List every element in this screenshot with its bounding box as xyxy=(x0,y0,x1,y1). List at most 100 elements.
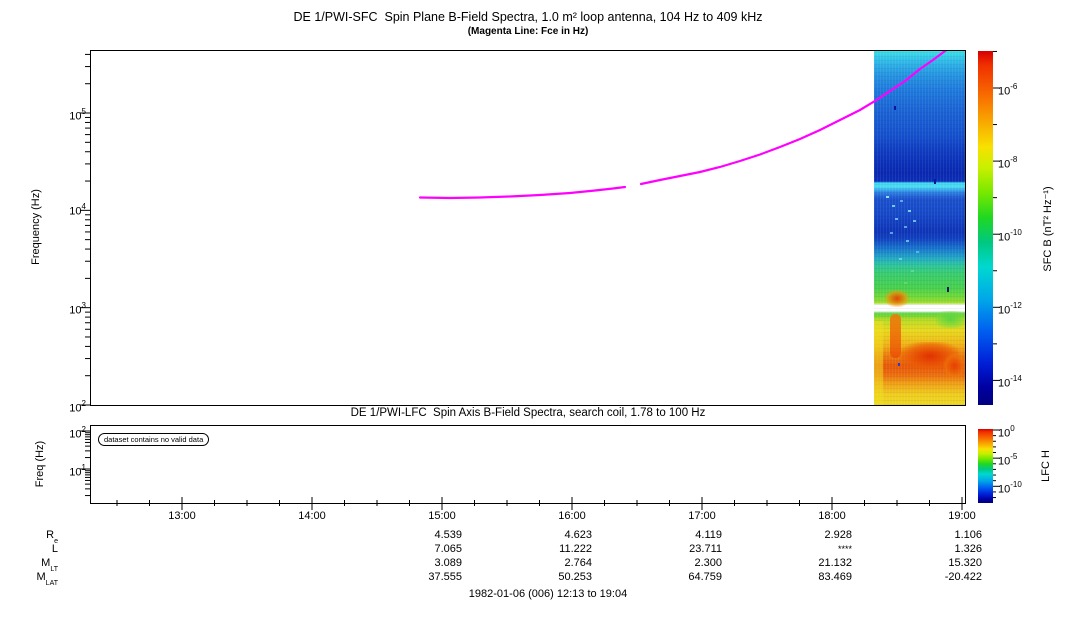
tick-exp: -12 xyxy=(1010,301,1022,310)
tick-exp: -5 xyxy=(1010,452,1018,461)
lfc-y-tick-1e1: 101 xyxy=(40,461,86,479)
tick-base: 10 xyxy=(69,428,82,441)
ephemeris-value: 23.711 xyxy=(689,543,722,555)
sfc-y-axis-label: Frequency (Hz) xyxy=(30,189,42,265)
lfc-colorbar-label: LFC H xyxy=(1040,450,1052,482)
tick-exp: 5 xyxy=(81,107,86,116)
lfc-panel-title: DE 1/PWI-LFC Spin Axis B-Field Spectra, … xyxy=(350,407,706,419)
row-label-main: R xyxy=(46,529,55,541)
tick-exp: -14 xyxy=(1010,374,1022,383)
tick-exp: 2 xyxy=(81,399,86,408)
spectrogram-orange-streak xyxy=(890,314,901,358)
spectrogram-blue-speck xyxy=(898,363,900,366)
ephemeris-value: 4.623 xyxy=(564,529,592,541)
tick-exp: 4 xyxy=(81,202,86,211)
ephemeris-value: -20.422 xyxy=(944,571,982,583)
figure-subtitle: (Magenta Line: Fce in Hz) xyxy=(467,26,589,37)
lfc-plot-area: dataset contains no valid data xyxy=(90,425,966,504)
sfc-cb-tick-1e-12: 10-12 xyxy=(998,299,1058,317)
ephemeris-row-label-re: Re xyxy=(8,529,58,546)
ephemeris-value: 2.764 xyxy=(564,557,592,569)
ephemeris-value: 1.326 xyxy=(954,543,982,555)
lfc-cb-tick-1e-5: 10-5 xyxy=(998,450,1058,468)
tick-base: 10 xyxy=(998,455,1011,468)
tick-base: 10 xyxy=(998,377,1011,390)
ephemeris-value: 21.132 xyxy=(818,557,852,569)
spectrogram-dark-speck-2 xyxy=(934,179,936,184)
date-range-footer: 1982-01-06 (006) 12:13 to 19:04 xyxy=(468,588,628,600)
spectrogram-cyan-speckles xyxy=(886,196,889,198)
ephemeris-row-label-l: L xyxy=(8,543,58,556)
spectrogram-dark-speck-3 xyxy=(947,287,949,292)
ephemeris-value: 83.469 xyxy=(818,571,852,583)
tick-exp: 0 xyxy=(1010,424,1015,433)
sfc-cb-tick-1e-14: 10-14 xyxy=(998,372,1058,390)
sfc-colorbar xyxy=(978,51,993,405)
tick-exp: 2 xyxy=(81,425,86,434)
tick-base: 10 xyxy=(998,231,1011,244)
tick-exp: 3 xyxy=(81,301,86,310)
row-label-sub: e xyxy=(54,538,58,546)
sfc-y-tick-1e3: 103 xyxy=(40,299,86,317)
no-data-message-box: dataset contains no valid data xyxy=(98,433,210,446)
sfc-y-tick-1e2: 102 xyxy=(40,397,86,415)
ephemeris-value: 3.089 xyxy=(434,557,462,569)
sfc-y-tick-1e4: 104 xyxy=(40,200,86,218)
ephemeris-row-label-mlat: MLAT xyxy=(8,571,59,588)
ephemeris-row-label-mlt: MLT xyxy=(8,557,58,574)
tick-exp: 1 xyxy=(81,463,86,472)
time-label-1500: 15:00 xyxy=(428,510,456,522)
sfc-cb-tick-1e-8: 10-8 xyxy=(998,153,1058,171)
row-label-main: L xyxy=(51,543,58,555)
lfc-cb-tick-1e0: 100 xyxy=(998,422,1058,440)
sfc-cb-tick-1e-10: 10-10 xyxy=(998,226,1058,244)
spectrogram-red-right xyxy=(944,354,965,378)
sfc-y-tick-1e5: 105 xyxy=(40,105,86,123)
lfc-y-tick-1e2: 102 xyxy=(40,423,86,441)
ephemeris-value: 64.759 xyxy=(688,571,722,583)
figure-title: DE 1/PWI-SFC Spin Plane B-Field Spectra,… xyxy=(293,10,763,24)
ephemeris-value: 2.928 xyxy=(824,529,852,541)
ephemeris-value: 15.320 xyxy=(948,557,982,569)
ephemeris-value: 4.119 xyxy=(695,529,722,541)
fce-line xyxy=(418,51,947,200)
ephemeris-value: 4.539 xyxy=(434,529,462,541)
sfc-plot-area xyxy=(90,50,966,406)
tick-exp: -8 xyxy=(1010,155,1018,164)
time-label-1400: 14:00 xyxy=(298,510,326,522)
tick-base: 10 xyxy=(69,110,82,123)
sfc-colorbar-label: SFC B (nT² Hz⁻¹) xyxy=(1042,186,1054,272)
ephemeris-value-missing: **** xyxy=(837,544,852,554)
row-label-sub: LAT xyxy=(45,580,58,588)
tick-base: 10 xyxy=(998,158,1011,171)
tick-base: 10 xyxy=(998,304,1011,317)
tick-exp: -10 xyxy=(1010,480,1022,489)
ephemeris-value: 2.300 xyxy=(694,557,722,569)
spectrogram-green-patch xyxy=(936,311,965,328)
row-label-sub: LT xyxy=(50,566,58,574)
time-label-1800: 18:00 xyxy=(818,510,846,522)
row-label-main: M xyxy=(41,557,51,569)
tick-base: 10 xyxy=(998,85,1011,98)
ephemeris-value: 1.106 xyxy=(954,529,982,541)
lfc-cb-tick-1e-10: 10-10 xyxy=(998,478,1058,496)
tick-base: 10 xyxy=(998,427,1011,440)
tick-exp: -6 xyxy=(1010,82,1018,91)
time-label-1300: 13:00 xyxy=(168,510,196,522)
time-label-1900: 19:00 xyxy=(948,510,976,522)
spectrogram-dark-speck-1 xyxy=(894,106,896,110)
row-label-main: M xyxy=(36,571,46,583)
spectrogram-red-blob-upper xyxy=(885,290,909,307)
ephemeris-value: 7.065 xyxy=(434,543,462,555)
ephemeris-value: 11.222 xyxy=(559,543,592,555)
sfc-spectrogram-image xyxy=(874,51,965,405)
time-label-1700: 17:00 xyxy=(688,510,716,522)
tick-base: 10 xyxy=(69,304,82,317)
tick-base: 10 xyxy=(69,205,82,218)
tick-base: 10 xyxy=(69,402,82,415)
ephemeris-value: 37.555 xyxy=(428,571,462,583)
tick-base: 10 xyxy=(69,466,82,479)
tick-exp: -10 xyxy=(1010,228,1022,237)
time-label-1600: 16:00 xyxy=(558,510,586,522)
spectrogram-yellow-left-column xyxy=(874,321,883,405)
